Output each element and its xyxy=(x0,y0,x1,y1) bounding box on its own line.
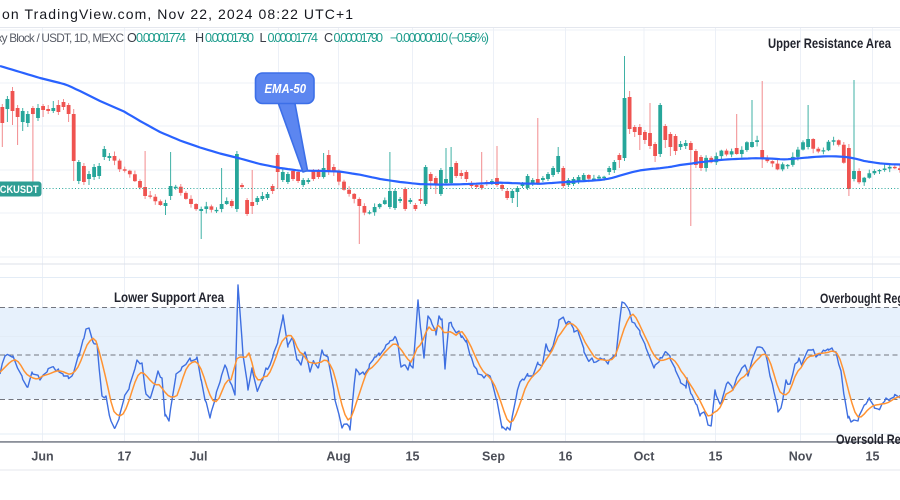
svg-text:0.00001790: 0.00001790 xyxy=(334,31,384,45)
svg-text:C: C xyxy=(324,31,333,45)
svg-text:laxy Block / USDT, 1D, MEXC: laxy Block / USDT, 1D, MEXC xyxy=(0,31,124,45)
svg-text:Aug: Aug xyxy=(326,450,350,464)
svg-text:15: 15 xyxy=(709,450,723,464)
svg-text:0.00001774: 0.00001774 xyxy=(268,31,319,45)
svg-text:−0.00000010 (−0.56%): −0.00000010 (−0.56%) xyxy=(390,31,489,45)
svg-text:0.00001790: 0.00001790 xyxy=(205,31,254,45)
svg-text:O: O xyxy=(127,31,137,45)
svg-text:on TradingView.com, Nov 22, 20: on TradingView.com, Nov 22, 2024 08:22 U… xyxy=(2,6,353,22)
svg-text:Jul: Jul xyxy=(189,450,207,464)
svg-text:Nov: Nov xyxy=(789,450,813,464)
svg-text:Oct: Oct xyxy=(634,450,656,464)
svg-text:17: 17 xyxy=(118,450,132,464)
svg-text:Jun: Jun xyxy=(31,450,53,464)
svg-text:16: 16 xyxy=(559,450,573,464)
svg-text:Oversold Region: Oversold Region xyxy=(836,432,900,447)
svg-text:Upper Resistance Area: Upper Resistance Area xyxy=(768,36,891,51)
svg-text:OCKUSDT: OCKUSDT xyxy=(0,184,39,196)
svg-text:L: L xyxy=(260,31,267,45)
svg-text:Sep: Sep xyxy=(482,450,505,464)
svg-text:H: H xyxy=(195,31,204,45)
svg-text:Overbought Region: Overbought Region xyxy=(820,291,900,306)
svg-text:Lower Support Area: Lower Support Area xyxy=(114,290,224,305)
svg-text:15: 15 xyxy=(406,450,420,464)
svg-text:15: 15 xyxy=(866,450,880,464)
svg-text:0.00001774: 0.00001774 xyxy=(136,31,186,45)
svg-text:EMA-50: EMA-50 xyxy=(265,81,307,96)
